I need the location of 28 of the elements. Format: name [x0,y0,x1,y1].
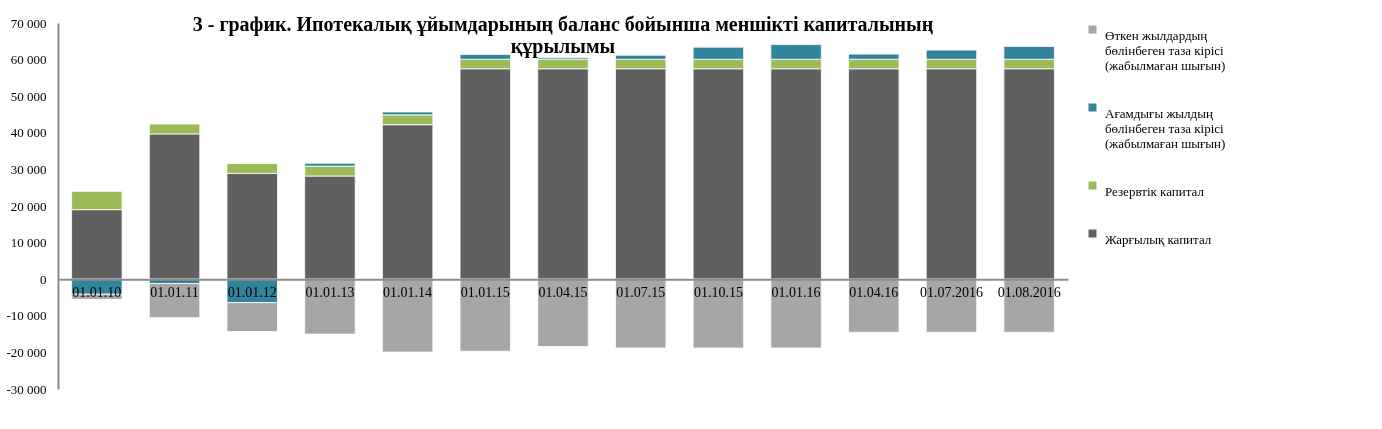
y-tick-label: 50 000 [10,88,47,104]
y-tick-label: 70 000 [10,15,47,31]
y-tick-label: 40 000 [10,125,47,141]
y-tick-label: 60 000 [10,52,47,68]
legend-label: Резервтік капитал [1105,183,1205,199]
y-tick-label: -10 000 [6,308,47,324]
x-tick-label: 01.01.14 [383,284,433,300]
x-tick-label: 01.01.11 [150,284,199,300]
y-tick-label: 20 000 [10,198,47,214]
x-tick-label: 01.01.16 [771,284,821,300]
legend-label: Жарғылық капитал [1105,231,1212,247]
x-tick-label: 01.07.15 [616,284,666,300]
y-tick-label: 30 000 [10,161,47,177]
y-tick-label: -30 000 [6,381,47,397]
x-tick-label: 01.01.15 [460,284,510,300]
x-tick-label: 01.08.2016 [997,284,1061,300]
x-tick-label: 01.01.13 [305,284,355,300]
legend-label: Ағамдығы жылдың бөлінбеген таза кірісі (жабылмаған шығын) [1105,105,1226,151]
x-tick-label: 01.04.16 [849,284,899,300]
x-tick-label: 01.10.15 [693,284,743,300]
y-tick-label: 0 [40,271,47,287]
x-tick-label: 01.04.15 [538,284,588,300]
y-tick-label: -20 000 [6,344,47,360]
x-tick-label: 01.07.2016 [919,284,983,300]
chart-title: 3 - график. Ипотекалық ұйымдарының баланс бойынша меншікті капиталының құрылымы [192,13,934,58]
x-tick-label: 01.01.12 [227,284,277,300]
y-tick-label: 10 000 [10,235,47,251]
legend-label: Өткен жылдардың бөлінбеген таза кірісі (жабылмаған шығын) [1105,27,1226,73]
